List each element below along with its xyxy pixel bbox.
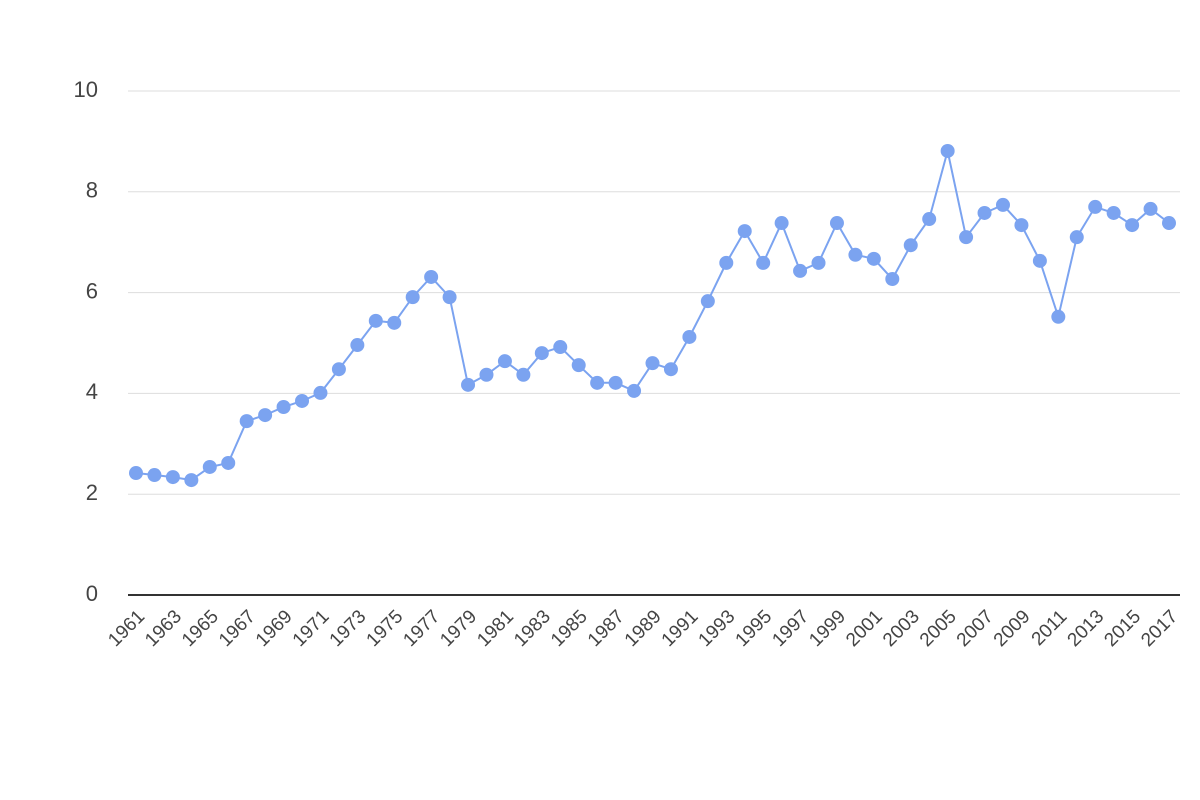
- data-point: [221, 455, 236, 470]
- data-point: [922, 212, 937, 227]
- data-point: [645, 356, 660, 371]
- y-tick-label: 8: [86, 178, 98, 203]
- data-point: [1069, 230, 1084, 245]
- data-point: [719, 255, 734, 270]
- data-point: [756, 255, 771, 270]
- data-point: [239, 414, 254, 429]
- x-tick-label: 2015: [1100, 606, 1145, 651]
- data-point: [479, 367, 494, 382]
- data-point: [1162, 216, 1176, 231]
- data-point: [276, 400, 291, 415]
- x-tick-label: 1963: [141, 606, 186, 651]
- x-tick-label: 1995: [732, 606, 777, 651]
- x-tick-label: 2005: [916, 606, 961, 651]
- data-point: [1014, 218, 1029, 233]
- data-point: [331, 362, 346, 377]
- x-tick-label: 1967: [215, 606, 260, 651]
- x-tick-label: 2009: [990, 606, 1035, 651]
- data-point: [1106, 205, 1121, 220]
- data-point: [461, 377, 476, 392]
- data-point: [405, 290, 420, 305]
- x-tick-label: 2003: [879, 606, 924, 651]
- data-point: [737, 224, 752, 239]
- x-tick-label: 2017: [1137, 606, 1182, 651]
- data-point: [571, 358, 586, 373]
- data-point: [368, 313, 383, 328]
- data-point: [442, 290, 457, 305]
- y-tick-label: 0: [86, 581, 98, 606]
- data-point: [1051, 309, 1066, 324]
- x-tick-label: 1977: [399, 606, 444, 651]
- data-point: [608, 375, 623, 390]
- data-point: [977, 205, 992, 220]
- data-line: [135, 150, 1170, 482]
- data-point: [793, 263, 808, 278]
- x-tick-label: 1971: [289, 606, 334, 651]
- data-point: [1088, 199, 1103, 214]
- data-point: [350, 338, 365, 353]
- data-point: [1032, 253, 1047, 268]
- x-tick-label: 1973: [326, 606, 371, 651]
- x-tick-label: 1987: [584, 606, 629, 651]
- data-point: [313, 385, 328, 400]
- data-point: [903, 238, 918, 253]
- y-tick-label: 2: [86, 480, 98, 505]
- data-point: [424, 269, 439, 284]
- x-tick-label: 1997: [768, 606, 813, 651]
- data-point: [497, 354, 512, 369]
- x-tick-label: 1989: [621, 606, 666, 651]
- x-tick-label: 1999: [805, 606, 850, 651]
- data-point: [866, 251, 881, 266]
- data-point: [387, 315, 402, 330]
- x-tick-label: 1993: [695, 606, 740, 651]
- x-tick-label: 1979: [436, 606, 481, 651]
- x-tick-label: 2007: [953, 606, 998, 651]
- data-point: [959, 230, 974, 245]
- x-tick-label: 1965: [178, 606, 223, 651]
- data-point: [202, 459, 217, 474]
- data-point: [184, 473, 199, 488]
- data-point: [663, 362, 678, 377]
- data-point: [534, 346, 549, 361]
- data-point: [553, 340, 568, 355]
- data-point: [590, 375, 605, 390]
- data-point: [995, 197, 1010, 212]
- x-tick-label: 1985: [547, 606, 592, 651]
- x-tick-label: 1969: [252, 606, 297, 651]
- x-tick-label: 1961: [104, 606, 149, 651]
- data-point: [848, 247, 863, 262]
- data-point: [940, 143, 955, 158]
- data-point: [774, 216, 789, 231]
- data-point: [129, 466, 143, 481]
- y-tick-label: 10: [74, 77, 98, 102]
- data-point: [829, 216, 844, 231]
- y-tick-label: 6: [86, 278, 98, 303]
- data-point: [682, 329, 697, 344]
- x-tick-label: 2001: [842, 606, 887, 651]
- data-point: [1143, 201, 1158, 216]
- data-point: [165, 470, 180, 485]
- data-point: [147, 468, 162, 483]
- x-tick-label: 1975: [363, 606, 408, 651]
- x-tick-label: 2013: [1064, 606, 1109, 651]
- x-tick-label: 1983: [510, 606, 555, 651]
- data-point: [258, 408, 273, 423]
- data-point: [627, 383, 642, 398]
- x-tick-label: 1991: [658, 606, 703, 651]
- data-point: [811, 255, 826, 270]
- y-tick-label: 4: [86, 379, 98, 404]
- data-point: [1125, 218, 1140, 233]
- data-point: [700, 294, 715, 309]
- data-point: [885, 271, 900, 286]
- x-tick-label: 1981: [473, 606, 518, 651]
- data-point: [516, 367, 531, 382]
- x-tick-label: 2011: [1028, 606, 1072, 650]
- data-point: [295, 393, 310, 408]
